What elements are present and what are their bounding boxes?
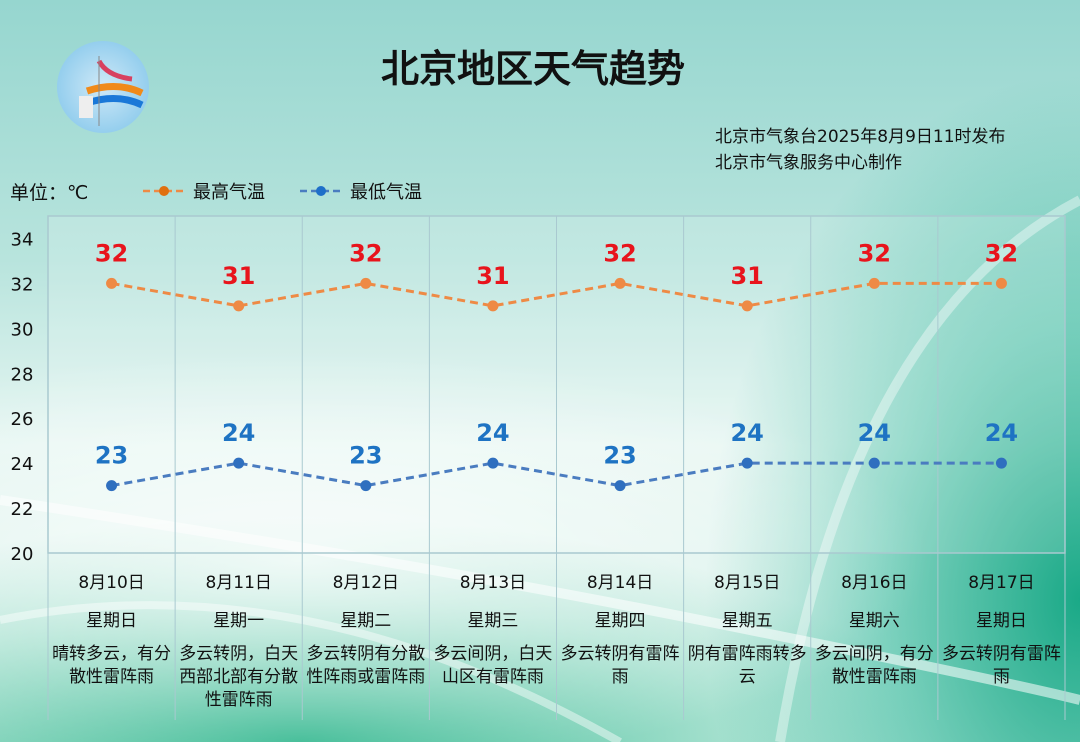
producer-line: 北京市气象服务中心制作: [715, 153, 902, 173]
weekday-label: 星期五: [721, 611, 773, 631]
low-temp-label: 24: [476, 419, 509, 447]
weather-description: 多云转阴，白天西部北部有分散性雷阵雨: [179, 644, 299, 710]
low-temp-label: 24: [730, 419, 763, 447]
x-tick-date: 8月15日: [713, 573, 781, 593]
x-tick-date: 8月11日: [205, 573, 272, 593]
high-temp-point: [741, 300, 753, 312]
high-temp-label: 32: [603, 239, 636, 267]
high-temp-label: 32: [985, 239, 1018, 267]
legend-low-marker: [300, 186, 342, 196]
weather-description: 多云转阴有雷阵雨: [560, 644, 680, 687]
high-temp-label: 31: [222, 262, 255, 290]
low-temp-point: [487, 457, 499, 469]
weather-description: 多云间阴，有分散性雷阵雨: [814, 644, 934, 687]
y-tick-label: 20: [11, 544, 34, 565]
y-tick-label: 30: [11, 319, 34, 340]
high-temp-point: [868, 277, 880, 289]
x-tick-date: 8月12日: [332, 573, 400, 593]
weekday-label: 星期三: [467, 611, 519, 631]
high-temp-line: [111, 281, 1002, 308]
low-temp-label: 23: [349, 442, 382, 470]
legend-low-label: 最低气温: [350, 182, 422, 203]
high-temp-point: [487, 300, 499, 312]
weekday-label: 星期二: [340, 611, 392, 631]
high-temp-label: 32: [858, 239, 891, 267]
weekday-label: 星期一: [213, 611, 265, 631]
low-temp-line: [111, 461, 1002, 488]
x-tick-date: 8月14日: [586, 573, 654, 593]
x-tick-date: 8月13日: [459, 573, 527, 593]
x-tick-date: 8月17日: [968, 573, 1035, 593]
low-temp-point: [106, 480, 118, 492]
legend-low: 最低气温: [300, 178, 422, 204]
weekday-label: 星期四: [594, 611, 646, 631]
low-temp-label: 23: [603, 442, 636, 470]
low-temp-label: 24: [858, 419, 891, 447]
low-temp-label: 23: [95, 442, 128, 470]
legend-high-marker: [143, 186, 185, 196]
low-temp-point: [995, 457, 1007, 469]
low-temp-point: [233, 457, 245, 469]
page-title: 北京地区天气趋势: [380, 47, 685, 91]
high-temp-point: [233, 300, 245, 312]
low-temp-point: [741, 457, 753, 469]
weather-description: 多云间阴，白天山区有雷阵雨: [433, 644, 553, 687]
high-temp-label: 32: [95, 239, 128, 267]
high-temp-point: [106, 277, 118, 289]
unit-label: 单位：℃: [10, 182, 89, 204]
low-temp-point: [614, 480, 626, 492]
x-tick-date: 8月10日: [78, 573, 145, 593]
weather-description: 多云转阴有分散性阵雨或雷阵雨: [306, 644, 426, 687]
weather-description: 多云转阴有雷阵雨: [941, 644, 1061, 687]
low-temp-point: [868, 457, 880, 469]
y-tick-label: 34: [11, 229, 34, 250]
background-swirl: [0, 495, 1080, 705]
publisher-line: 北京市气象台2025年8月9日11时发布: [715, 127, 1006, 147]
legend-high-label: 最高气温: [193, 182, 265, 203]
y-tick-label: 22: [11, 499, 34, 520]
weekday-label: 星期六: [848, 611, 900, 631]
weekday-label: 星期日: [86, 611, 138, 631]
y-tick-label: 32: [11, 274, 34, 295]
y-tick-label: 24: [11, 454, 34, 475]
x-tick-date: 8月16日: [841, 573, 908, 593]
background-swirl: [0, 601, 622, 742]
high-temp-point: [360, 277, 372, 289]
weather-description: 晴转多云，有分散性雷阵雨: [52, 644, 172, 687]
weekday-label: 星期日: [975, 611, 1027, 631]
high-temp-point: [995, 277, 1007, 289]
background-swirl: [775, 195, 1080, 742]
low-temp-point: [360, 480, 372, 492]
legend-high: 最高气温: [143, 178, 265, 204]
high-temp-label: 32: [349, 239, 382, 267]
high-temp-label: 31: [730, 262, 763, 290]
low-temp-label: 24: [985, 419, 1018, 447]
weather-description: 阴有雷阵雨转多云: [687, 644, 807, 687]
y-tick-label: 26: [11, 409, 34, 430]
low-temp-label: 24: [222, 419, 255, 447]
high-temp-point: [614, 277, 626, 289]
y-tick-label: 28: [11, 364, 34, 385]
meteorological-service-logo: [57, 41, 149, 133]
high-temp-label: 31: [476, 262, 509, 290]
